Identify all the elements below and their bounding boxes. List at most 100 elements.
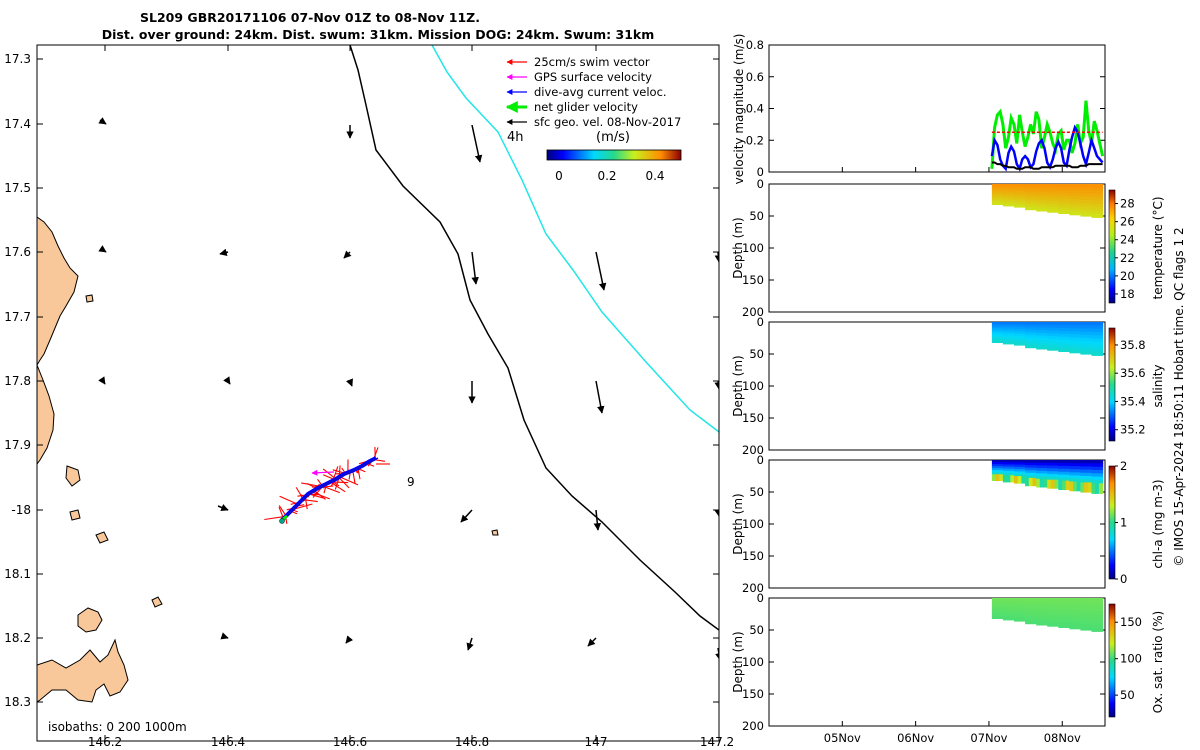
section-cell bbox=[1065, 465, 1070, 470]
lat-tick-label: 17.5 bbox=[4, 181, 31, 195]
section-cell bbox=[1014, 190, 1019, 194]
section-cell bbox=[1058, 345, 1063, 350]
lat-tick-label: 17.4 bbox=[4, 117, 31, 131]
colorbar-tick-label: 20 bbox=[1120, 269, 1135, 283]
section-cell bbox=[1028, 194, 1034, 198]
section-cell bbox=[1036, 476, 1041, 480]
section-cell bbox=[1091, 624, 1096, 629]
section-cell bbox=[1062, 483, 1067, 488]
section-cell bbox=[1021, 602, 1026, 606]
section-cell bbox=[1069, 616, 1074, 621]
section-cell bbox=[1073, 343, 1078, 348]
section-cell bbox=[1017, 324, 1022, 328]
section-cell bbox=[991, 202, 997, 205]
time-axis: 05Nov 06Nov 07Nov 08Nov bbox=[824, 167, 1081, 745]
section-cell bbox=[1028, 189, 1034, 193]
section-cell bbox=[1002, 602, 1008, 606]
section-cell bbox=[999, 200, 1004, 203]
section-cell bbox=[1054, 606, 1059, 610]
section-cell bbox=[1002, 186, 1008, 189]
section-cell bbox=[1073, 469, 1078, 473]
section-cell bbox=[1047, 344, 1052, 348]
section-cell bbox=[1069, 598, 1074, 602]
section-cell bbox=[1065, 598, 1070, 602]
section-cell bbox=[1098, 614, 1104, 619]
section-cell bbox=[1025, 462, 1030, 466]
legend-label: 25cm/s swim vector bbox=[534, 55, 650, 69]
section-cell bbox=[1002, 464, 1008, 468]
section-cell bbox=[1091, 608, 1096, 612]
section-cell bbox=[1032, 608, 1037, 612]
section-cell bbox=[1010, 600, 1015, 603]
section-cell bbox=[1039, 332, 1045, 337]
section-cell bbox=[1014, 331, 1019, 335]
section-cell bbox=[1021, 598, 1026, 601]
section-cell bbox=[1098, 200, 1104, 205]
section-cell bbox=[1014, 335, 1019, 339]
section-cell bbox=[1076, 613, 1081, 618]
section-cell bbox=[1032, 207, 1037, 211]
depth-tick-label: 0 bbox=[757, 453, 764, 467]
section-cell bbox=[1050, 347, 1056, 351]
section-cell bbox=[999, 188, 1004, 191]
section-cell bbox=[1002, 190, 1008, 194]
legend-entry: GPS surface velocity bbox=[506, 70, 652, 84]
section-cell bbox=[1095, 611, 1100, 616]
section-cell bbox=[991, 198, 997, 201]
section-cell bbox=[995, 608, 1000, 611]
section-cell bbox=[1080, 350, 1085, 355]
section-cell bbox=[995, 188, 1000, 191]
section-cell bbox=[1036, 484, 1041, 488]
section-cell bbox=[1087, 350, 1093, 355]
section-cell bbox=[1021, 193, 1026, 197]
geo-arrow bbox=[595, 251, 607, 291]
section-cell bbox=[1010, 598, 1015, 601]
section-cell bbox=[1058, 462, 1063, 467]
section-cell bbox=[1095, 598, 1100, 602]
section-cell bbox=[1017, 466, 1022, 470]
section-cell bbox=[1002, 192, 1008, 196]
section-cell bbox=[1017, 600, 1022, 604]
section-cell bbox=[991, 472, 997, 475]
section-cell bbox=[1032, 345, 1037, 349]
section-cell bbox=[1065, 330, 1070, 335]
section-cell bbox=[1006, 190, 1011, 194]
section-cell bbox=[1006, 324, 1011, 327]
section-cell bbox=[1098, 618, 1104, 622]
section-cell bbox=[1047, 609, 1052, 613]
section-panel-2: 0 50 100 150 200 Depth (m) 0 1 2 chl-a (mg m-3) bbox=[731, 453, 1165, 595]
geo-arrow bbox=[343, 250, 352, 259]
section-cell bbox=[1065, 345, 1070, 350]
map-content: 9 isobaths: 0 200 1000m bbox=[37, 45, 719, 734]
section-cell bbox=[1076, 184, 1081, 188]
section-cell bbox=[1010, 197, 1015, 200]
section-cell bbox=[1098, 598, 1104, 602]
depth-tick-label: 200 bbox=[742, 581, 764, 595]
section-cell bbox=[1087, 203, 1093, 207]
section-cell bbox=[1084, 617, 1089, 621]
section-cell bbox=[1010, 460, 1015, 463]
section-cell bbox=[1098, 325, 1104, 330]
section-cell bbox=[1087, 598, 1093, 602]
section-cell bbox=[1036, 327, 1041, 331]
section-cell bbox=[1021, 616, 1026, 620]
section-cell bbox=[1087, 322, 1093, 326]
section-cell bbox=[1017, 609, 1022, 613]
section-cell bbox=[1021, 202, 1026, 206]
map-frame bbox=[36, 44, 720, 742]
velocity-y-axis: 0 0.2 0.4 0.6 0.8 bbox=[746, 38, 1105, 179]
section-cell bbox=[1098, 328, 1104, 333]
section-cell bbox=[1091, 604, 1096, 609]
section-cell bbox=[1054, 209, 1059, 213]
section-cell bbox=[1058, 327, 1063, 332]
section-cell bbox=[1021, 338, 1026, 341]
section-cell bbox=[1010, 608, 1015, 612]
section-cell bbox=[995, 334, 1000, 337]
section-cell bbox=[1065, 600, 1070, 605]
section-cell bbox=[999, 202, 1004, 205]
section-cell bbox=[1069, 199, 1074, 204]
lon-tick-label: 146.2 bbox=[88, 735, 122, 749]
section-cell bbox=[1073, 472, 1078, 476]
section-cell bbox=[1014, 473, 1019, 477]
section-cell bbox=[1047, 327, 1052, 331]
